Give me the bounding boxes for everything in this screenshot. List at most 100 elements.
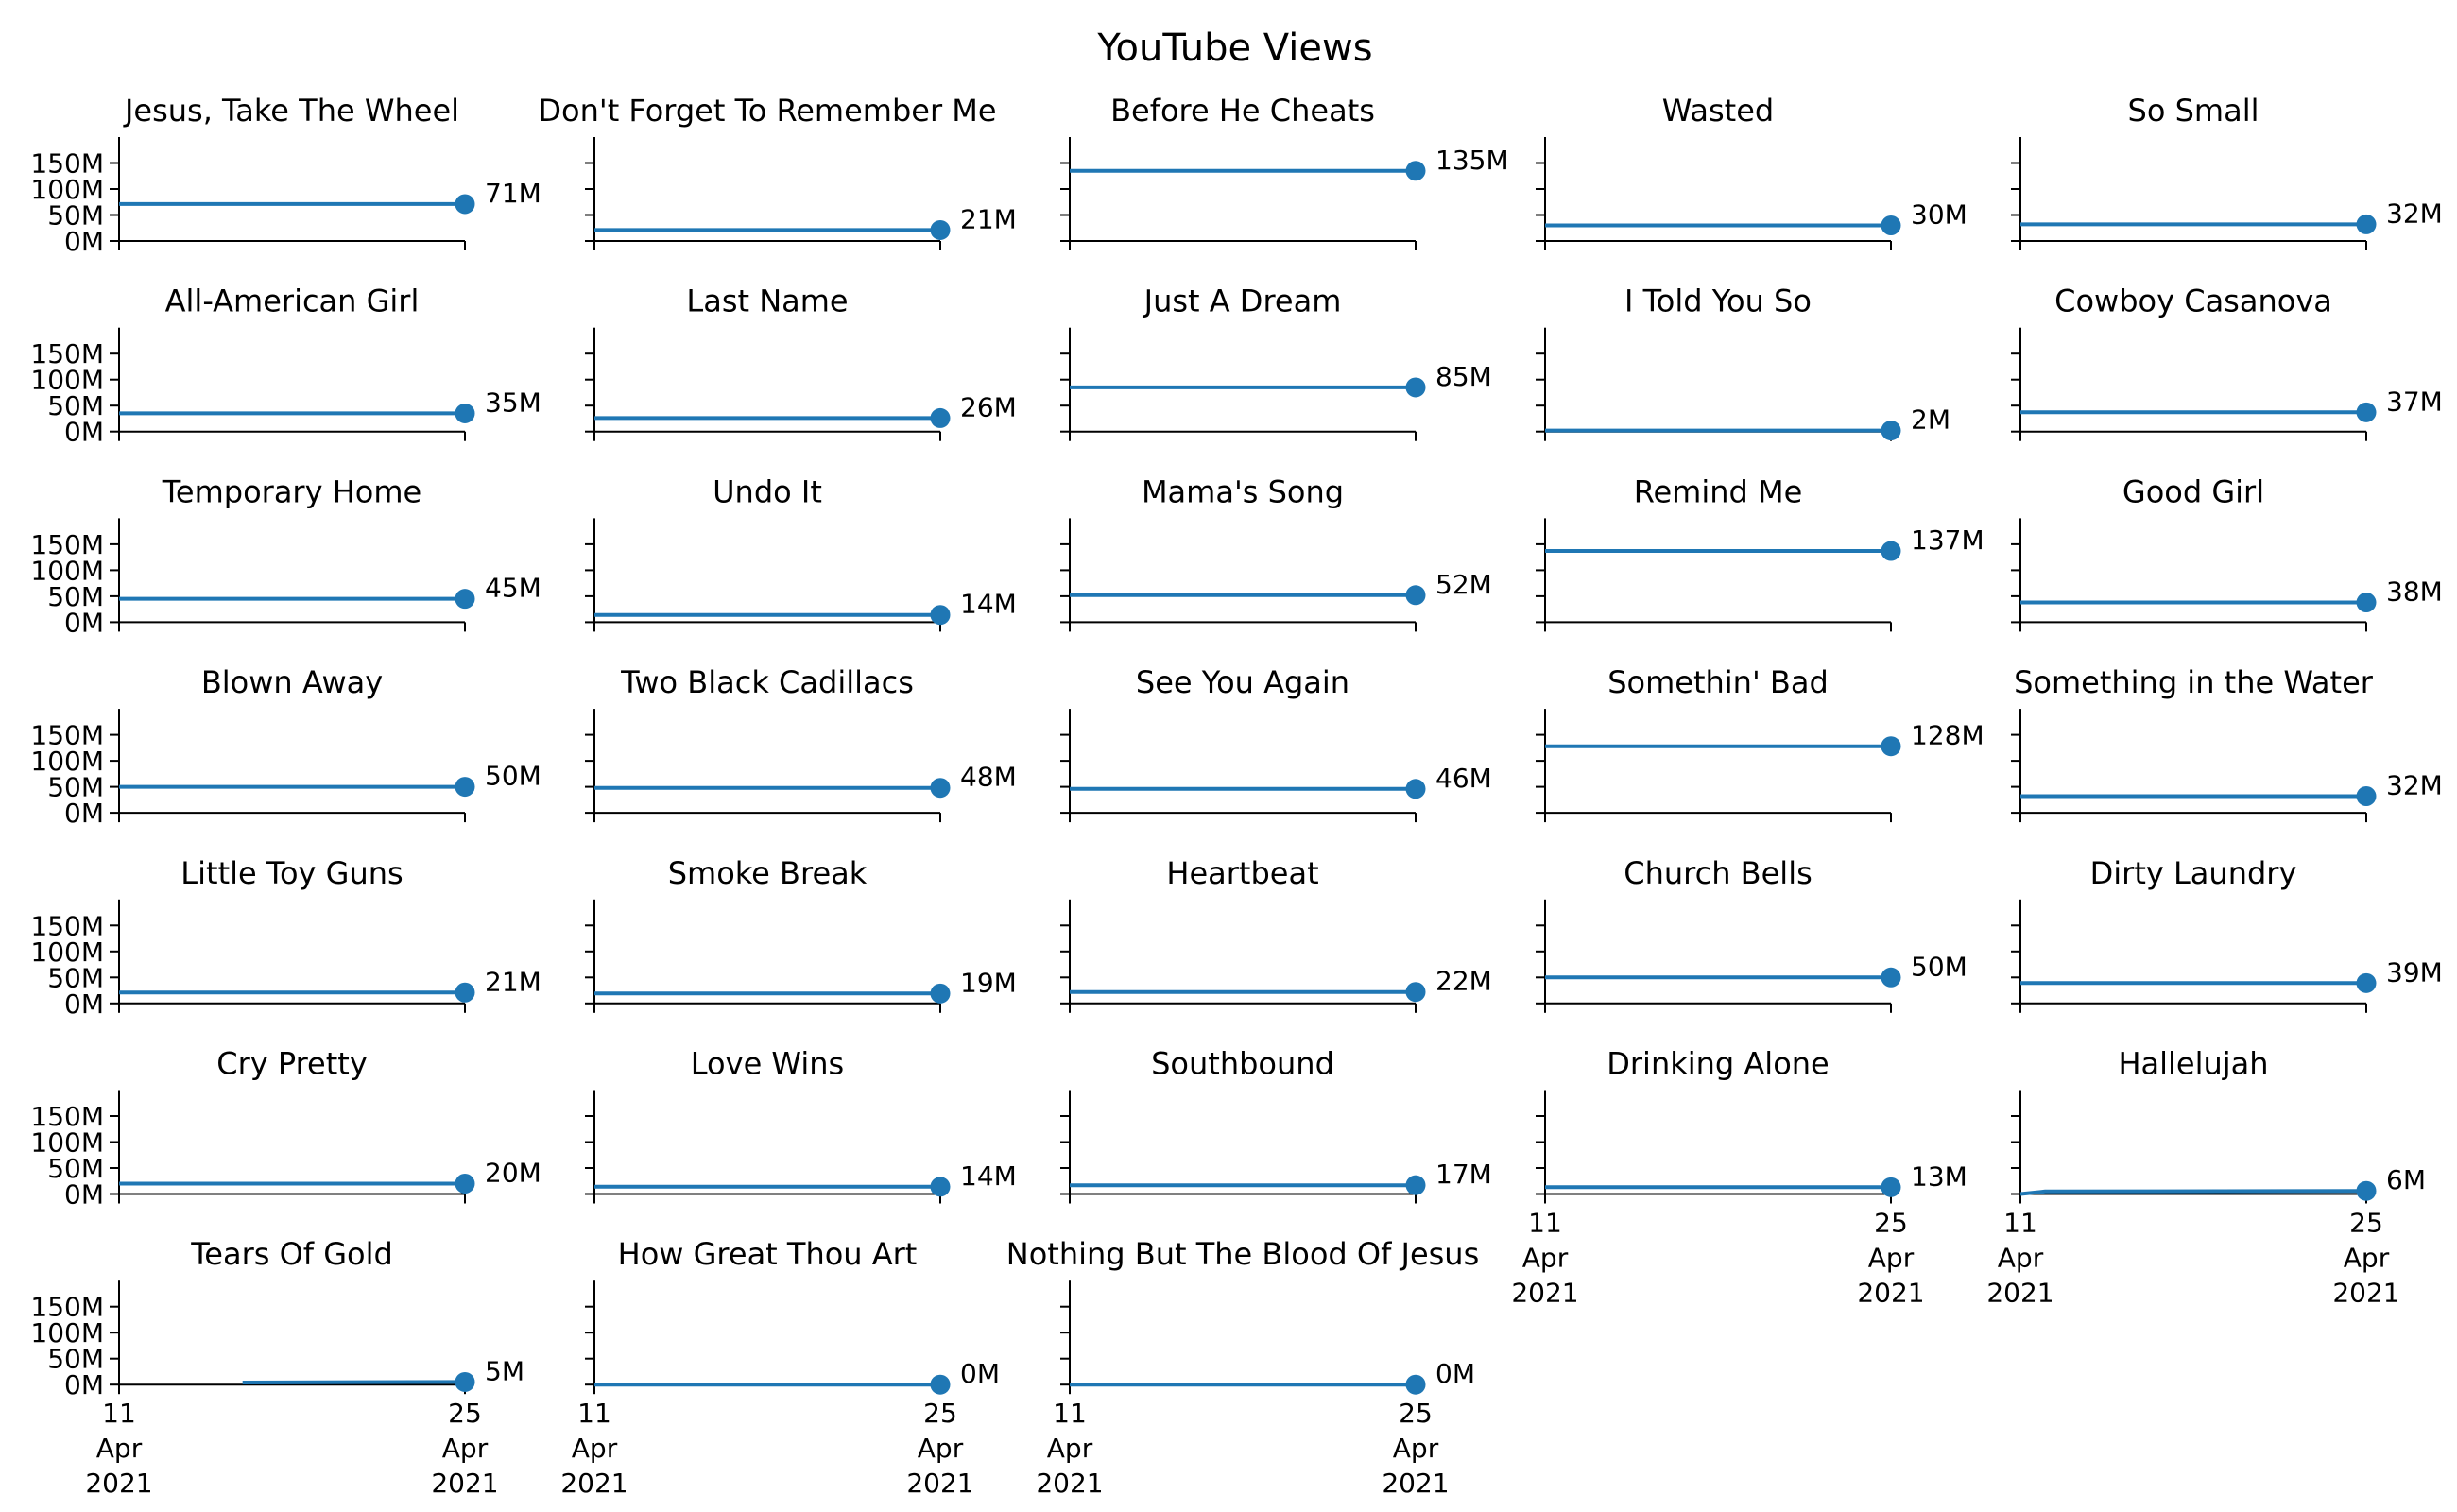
panel-title: So Small [2128, 93, 2259, 129]
x-tick-label: Apr [1393, 1433, 1439, 1464]
panel-grid: Jesus, Take The Wheel0M50M100M150M71MDon… [30, 93, 2442, 1499]
panel-title: Two Black Cadillacs [620, 664, 914, 700]
y-tick-label: 100M [30, 1317, 104, 1349]
x-tick-label: Apr [572, 1433, 618, 1464]
end-point-marker [930, 1177, 951, 1197]
y-tick-label: 0M [64, 226, 104, 257]
end-value-label: 14M [960, 1160, 1017, 1192]
panel-title: Smoke Break [668, 855, 868, 891]
panel: How Great Thou Art 11 Apr 2021 25 Apr 2021 0M [560, 1236, 1000, 1499]
end-point-marker [930, 983, 951, 1004]
end-value-label: 6M [2386, 1164, 2426, 1195]
end-point-marker [1881, 215, 1901, 235]
y-tick-label: 50M [47, 1344, 104, 1375]
panel: Mama's Song 52M [1060, 473, 1492, 632]
chart-title: YouTube Views [1096, 26, 1372, 70]
y-tick-label: 50M [47, 200, 104, 232]
y-tick-label: 100M [30, 746, 104, 777]
end-value-label: 137M [1911, 524, 1984, 556]
end-value-label: 128M [1911, 720, 1984, 751]
end-value-label: 14M [960, 589, 1017, 620]
x-tick-label: 25 [448, 1398, 482, 1429]
panel-title: Temporary Home [162, 473, 421, 509]
y-tick-label: 100M [30, 1127, 104, 1159]
panel: So Small 32M [2011, 93, 2443, 250]
end-value-label: 21M [960, 203, 1017, 234]
panel-title: Something in the Water [2014, 664, 2374, 700]
panel-title: Nothing But The Blood Of Jesus [1006, 1236, 1480, 1272]
panel-title: Little Toy Guns [180, 855, 403, 891]
x-tick-label: 2021 [1036, 1468, 1103, 1499]
panel: Heartbeat 22M [1060, 855, 1492, 1013]
panel: Two Black Cadillacs 48M [585, 664, 1017, 823]
y-tick-label: 50M [47, 581, 104, 612]
end-point-marker [2356, 786, 2377, 806]
x-tick-label: 25 [2349, 1208, 2383, 1239]
panel-title: Cowboy Casanova [2054, 284, 2332, 319]
end-value-label: 19M [960, 967, 1017, 998]
end-value-label: 22M [1435, 966, 1492, 997]
y-tick-label: 0M [64, 1179, 104, 1211]
x-tick-label: 11 [1528, 1208, 1562, 1239]
y-tick-label: 50M [47, 962, 104, 993]
x-tick-label: 2021 [1382, 1468, 1449, 1499]
panel: Love Wins 14M [585, 1046, 1017, 1204]
x-tick-label: 25 [1399, 1398, 1433, 1429]
y-tick-label: 150M [30, 1101, 104, 1132]
panel: Hallelujah 11 Apr 2021 25 Apr 2021 6M [1986, 1046, 2426, 1309]
end-point-marker [455, 403, 475, 423]
end-value-label: 35M [485, 387, 541, 418]
y-tick-label: 100M [30, 365, 104, 396]
end-value-label: 5M [485, 1355, 524, 1386]
end-point-marker [1881, 421, 1901, 441]
panel: Cowboy Casanova 37M [2011, 284, 2443, 441]
y-tick-label: 150M [30, 529, 104, 560]
x-tick-label: Apr [1047, 1433, 1093, 1464]
x-tick-label: 11 [577, 1398, 611, 1429]
panel-title: Dirty Laundry [2090, 855, 2297, 891]
end-point-marker [2356, 972, 2377, 993]
y-tick-label: 100M [30, 174, 104, 205]
y-tick-label: 0M [64, 798, 104, 829]
end-point-marker [2356, 214, 2377, 234]
x-tick-label: 25 [923, 1398, 957, 1429]
end-value-label: 71M [485, 178, 541, 209]
panel-title: Last Name [686, 284, 848, 319]
panel-title: Remind Me [1634, 473, 1803, 509]
end-value-label: 13M [1911, 1160, 1967, 1192]
panel: Remind Me 137M [1536, 473, 1984, 632]
panel-title: Church Bells [1624, 855, 1813, 891]
panel: Last Name 26M [585, 284, 1017, 441]
y-tick-label: 100M [30, 555, 104, 586]
panel: I Told You So 2M [1536, 284, 1950, 441]
panel: Good Girl 38M [2011, 473, 2443, 632]
panel-title: Hallelujah [2118, 1046, 2268, 1082]
y-tick-label: 0M [64, 417, 104, 448]
end-point-marker [455, 589, 475, 610]
end-value-label: 135M [1435, 145, 1509, 176]
end-value-label: 32M [2386, 198, 2443, 229]
end-point-marker [1881, 967, 1901, 988]
end-point-marker [2356, 402, 2377, 422]
end-point-marker [455, 777, 475, 798]
y-tick-label: 0M [64, 988, 104, 1020]
series-line [2019, 1189, 2367, 1196]
end-point-marker [2356, 593, 2377, 612]
panel-title: Blown Away [201, 664, 383, 700]
panel: Smoke Break 19M [585, 855, 1017, 1013]
panel-title: Southbound [1151, 1046, 1334, 1082]
y-tick-label: 150M [30, 910, 104, 941]
x-tick-label: 2021 [1511, 1278, 1578, 1309]
x-tick-label: 2021 [2332, 1278, 2399, 1309]
panel: Before He Cheats 135M [1060, 93, 1509, 250]
x-tick-label: Apr [96, 1433, 143, 1464]
panel: Drinking Alone 11 Apr 2021 25 Apr 2021 13M [1511, 1046, 1967, 1309]
panel-title: Drinking Alone [1606, 1046, 1829, 1082]
end-value-label: 30M [1911, 199, 1967, 231]
panel: Something in the Water 32M [2011, 664, 2443, 823]
x-tick-label: 25 [1874, 1208, 1908, 1239]
